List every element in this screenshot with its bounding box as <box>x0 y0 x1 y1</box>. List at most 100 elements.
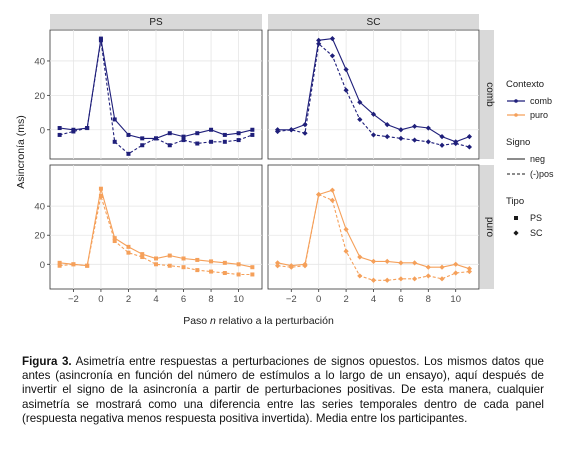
legend-label-signo: (-)pos <box>530 169 554 179</box>
series-line-ps-puro-pos <box>59 195 253 276</box>
data-point <box>250 272 255 277</box>
caption-text: Asimetría entre respuestas a perturbacio… <box>22 355 544 425</box>
data-point <box>316 41 322 47</box>
data-point <box>357 273 363 279</box>
data-point <box>274 263 281 269</box>
data-point <box>195 141 200 146</box>
data-point <box>98 186 103 191</box>
faceted-line-chart: PS SC comb puro 0 20 40 0 20 40 −2 0 2 4 6 8 10 −2 0 2 4 6 8 10… <box>15 14 554 327</box>
y-tick-label: 0 <box>40 125 45 136</box>
data-point <box>398 127 404 133</box>
data-point <box>439 142 445 148</box>
data-point <box>250 265 255 270</box>
caption-label: Figura 3. <box>22 355 72 368</box>
facet-row-strip-comb <box>480 30 494 159</box>
data-point <box>222 271 227 276</box>
data-point <box>181 265 186 270</box>
data-point <box>209 127 214 132</box>
legend-key-point-puro <box>514 113 518 117</box>
facet-row-strip-puro <box>480 165 494 289</box>
legend-label-puro: puro <box>530 110 548 120</box>
data-point <box>140 252 145 257</box>
data-point <box>126 244 131 249</box>
data-point <box>98 193 103 198</box>
x-tick-label: 0 <box>316 294 321 305</box>
data-point <box>222 132 227 137</box>
data-point <box>112 236 117 241</box>
data-point <box>126 151 131 156</box>
series-line-ps-comb-pos <box>59 40 253 155</box>
y-tick-label: 20 <box>34 231 45 242</box>
x-tick-label: 4 <box>153 294 158 305</box>
data-point <box>274 128 281 135</box>
x-tick-label: −2 <box>68 294 79 305</box>
data-point <box>167 143 172 148</box>
x-axis-title: Paso n relativo a la perturbación <box>183 315 334 327</box>
facet-strip-label-ps: PS <box>149 17 163 28</box>
data-point <box>57 126 62 131</box>
data-point <box>370 277 377 283</box>
x-tick-label: −2 <box>286 294 297 305</box>
data-point <box>236 262 241 267</box>
data-point <box>357 116 363 123</box>
data-point <box>288 264 294 270</box>
data-point <box>112 117 117 122</box>
data-point <box>466 268 473 275</box>
data-point <box>222 260 227 265</box>
data-point <box>126 132 131 137</box>
data-point <box>398 276 404 282</box>
legend-key-tipo-ps <box>514 216 518 220</box>
data-point <box>329 187 335 193</box>
data-point <box>453 270 459 276</box>
y-tick-label: 40 <box>34 202 45 213</box>
data-point <box>357 254 363 260</box>
data-point <box>71 129 76 134</box>
data-point <box>236 272 241 277</box>
x-tick-label: 8 <box>208 294 213 305</box>
data-point <box>425 273 431 279</box>
data-point <box>466 266 473 272</box>
y-axis-title: Asincronía (ms) <box>15 115 27 189</box>
x-tick-label: 10 <box>233 294 244 305</box>
data-point <box>302 122 308 128</box>
data-point <box>195 268 200 273</box>
data-point <box>112 239 117 244</box>
data-point <box>302 130 308 136</box>
data-point <box>85 126 90 131</box>
data-point <box>302 263 308 269</box>
data-point <box>384 258 390 264</box>
data-point <box>398 135 404 141</box>
data-point <box>209 139 214 144</box>
data-point <box>222 139 227 144</box>
x-tick-label: 6 <box>181 294 186 305</box>
data-point <box>370 258 377 264</box>
data-point <box>466 144 473 150</box>
data-point <box>398 260 404 266</box>
x-tick-label: 0 <box>98 294 103 305</box>
x-tick-label: 2 <box>126 294 131 305</box>
data-point <box>154 256 158 261</box>
data-point <box>425 264 431 270</box>
facet-row-label-comb: comb <box>484 82 495 107</box>
data-point <box>195 257 200 262</box>
data-point <box>425 125 431 131</box>
data-point <box>412 276 418 282</box>
data-point <box>154 136 158 141</box>
data-point <box>57 260 62 265</box>
data-point <box>329 36 335 42</box>
data-point <box>57 132 62 137</box>
data-point <box>412 123 418 129</box>
figure-caption: Figura 3. Asimetría entre respuestas a p… <box>22 355 544 426</box>
facet-strip-ps <box>50 14 262 29</box>
data-point <box>250 132 255 137</box>
data-point <box>329 53 335 59</box>
legend-title-tipo: Tipo <box>506 196 524 207</box>
data-point <box>439 276 445 282</box>
x-tick-label: 8 <box>426 294 431 305</box>
data-point <box>384 122 390 128</box>
data-point <box>412 137 418 143</box>
data-point <box>181 256 186 261</box>
data-point <box>57 263 62 268</box>
data-point <box>343 87 349 93</box>
data-point <box>112 139 117 144</box>
